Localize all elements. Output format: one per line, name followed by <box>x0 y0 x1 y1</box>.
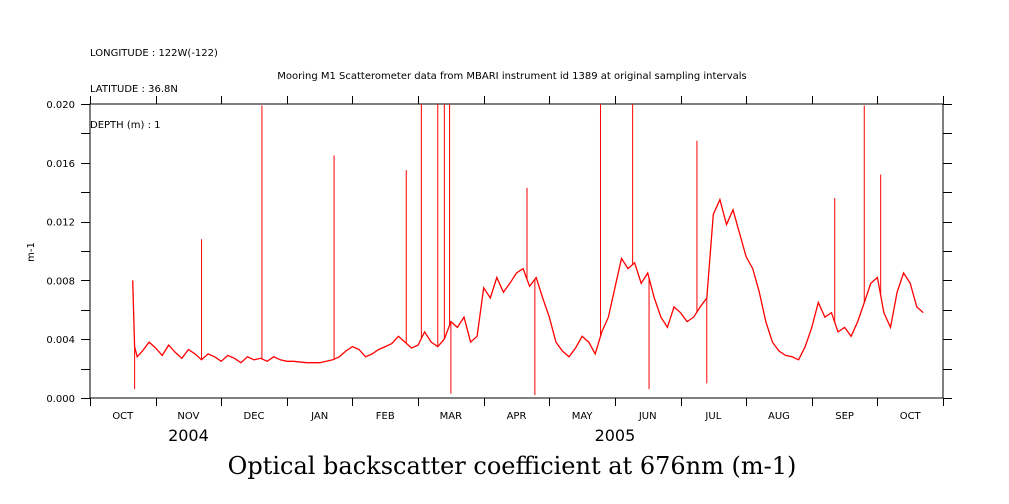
x-month-label: SEP <box>835 411 854 422</box>
header-metadata: LONGITUDE : 122W(-122) LATITUDE : 36.8N … <box>90 24 218 144</box>
y-tick-label: 0.004 <box>46 335 75 346</box>
x-month-label: JUN <box>638 411 657 422</box>
x-month-label: AUG <box>768 411 790 422</box>
x-month-label: MAR <box>440 411 462 422</box>
year-label: 2005 <box>595 426 636 445</box>
latitude-label: LATITUDE : 36.8N <box>90 84 178 95</box>
chart-title: Mooring M1 Scatterometer data from MBARI… <box>277 71 747 82</box>
x-month-label: MAY <box>572 411 594 422</box>
y-axis-label: m-1 <box>26 242 37 262</box>
plot-frame <box>89 103 944 399</box>
year-label: 2004 <box>168 426 209 445</box>
x-month-label: APR <box>507 411 527 422</box>
y-tick-label: 0.000 <box>46 394 75 405</box>
plot-layer: 0.000 0.004 0.008 0.012 0.016 0.020 OCT NOV DEC J… <box>46 96 952 445</box>
x-month-label: FEB <box>376 411 395 422</box>
x-month-label: JUL <box>704 411 721 422</box>
x-month-label: NOV <box>177 411 199 422</box>
x-month-label: DEC <box>244 411 265 422</box>
x-month-label: OCT <box>900 411 922 422</box>
longitude-label: LONGITUDE : 122W(-122) <box>90 48 218 59</box>
y-tick-label: 0.008 <box>46 276 75 287</box>
depth-label: DEPTH (m) : 1 <box>90 120 161 131</box>
series-line <box>132 197 924 364</box>
x-month-label: OCT <box>112 411 134 422</box>
y-tick-label: 0.020 <box>46 100 75 111</box>
y-tick-label: 0.012 <box>46 218 75 229</box>
x-month-label: JAN <box>310 411 328 422</box>
x-axis-caption: Optical backscatter coefficient at 676nm… <box>228 452 797 480</box>
y-tick-label: 0.016 <box>46 159 75 170</box>
